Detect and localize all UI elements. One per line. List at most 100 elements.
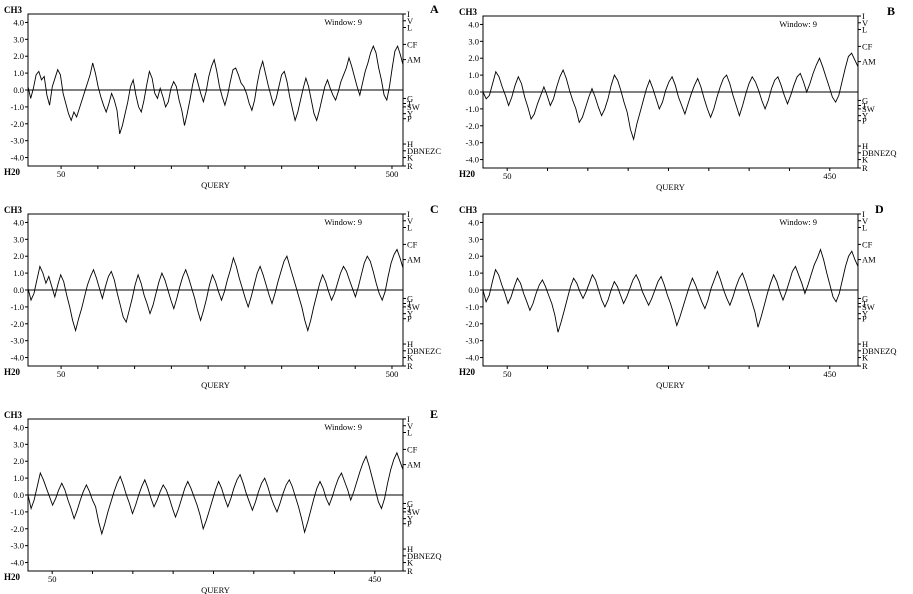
hydropathy-line: [482, 248, 859, 333]
x-tick-label: 50: [57, 169, 66, 179]
scale-label: R: [407, 566, 413, 576]
scale-label: Y: [862, 309, 868, 319]
scale-label: Y: [407, 109, 413, 119]
scale-label: AM: [407, 255, 421, 265]
scale-label: CF: [862, 41, 873, 51]
y-tick-label: -2.0: [466, 121, 479, 131]
panel-label-b: B: [887, 4, 896, 18]
scale-label: SW: [862, 302, 875, 312]
y-tick-label: 0.0: [468, 87, 479, 97]
scale-label: H: [407, 544, 413, 554]
y-bottom-label: H20: [459, 367, 476, 377]
scale-label: G: [862, 293, 868, 303]
scale-label: AM: [407, 460, 421, 470]
y-top-label: CH3: [4, 5, 23, 15]
scale-label: Y: [862, 111, 868, 121]
y-tick-label: -4.0: [466, 155, 479, 165]
scale-label: L: [407, 23, 412, 33]
y-tick-label: 3.0: [468, 234, 479, 244]
scale-label: V: [862, 216, 869, 226]
scale-label: CF: [407, 239, 418, 249]
scale-label: SW: [862, 104, 875, 114]
y-tick-label: 4.0: [13, 422, 24, 432]
hydropathy-line: [27, 248, 404, 333]
y-tick-label: 0.0: [13, 85, 24, 95]
panel-c: CH3 H20 4.0 3.0 2.0 1.0 0.0 -1.0 -2.0 -3.0 -4.0 I V L…: [0, 200, 441, 390]
scale-label: K: [862, 353, 869, 363]
scale-label: V: [862, 18, 869, 28]
scale-label: DBNEZQ: [862, 346, 896, 356]
scale-label: AM: [407, 55, 421, 65]
y-tick-label: 1.0: [13, 68, 24, 78]
y-top-label: CH3: [459, 7, 478, 17]
y-tick-label: 1.0: [13, 473, 24, 483]
panel-label-d: D: [875, 202, 884, 216]
panel-b: CH3 H20 4.0 3.0 2.0 1.0 0.0 -1.0 -2.0 -3.0 -4.0 I V L…: [455, 2, 896, 192]
scale-label: L: [862, 223, 867, 233]
y-tick-label: -2.0: [11, 524, 24, 534]
x-axis-label: QUERY: [656, 380, 685, 390]
window-label: Window: 9: [324, 422, 362, 432]
scale-label: I: [407, 209, 410, 219]
window-label: Window: 9: [779, 19, 817, 29]
scale-label: I: [862, 11, 865, 21]
scale-label: K: [407, 558, 414, 568]
scale-label: SW: [407, 302, 420, 312]
y-tick-label: -1.0: [11, 302, 24, 312]
y-tick-label: -3.0: [466, 138, 479, 148]
hydropathy-line: [482, 52, 859, 142]
y-tick-label: -1.0: [466, 104, 479, 114]
scale-label: G: [407, 498, 413, 508]
x-tick-label: 500: [386, 169, 399, 179]
y-tick-label: 4.0: [13, 217, 24, 227]
hydropathy-plot-b: CH3 H20 4.0 3.0 2.0 1.0 0.0 -1.0 -2.0 -3.0 -4.0 IVL…: [459, 7, 896, 192]
scale-label: P: [407, 314, 412, 324]
hydropathy-line: [27, 44, 404, 135]
x-axis-label: QUERY: [201, 180, 230, 190]
y-tick-label: 2.0: [468, 53, 479, 63]
y-tick-label: 1.0: [13, 268, 24, 278]
scale-label: H: [407, 339, 413, 349]
x-tick-label: 50: [48, 574, 57, 584]
x-axis-label: QUERY: [201, 380, 230, 390]
y-bottom-label: H20: [4, 572, 21, 582]
panel-label-c: C: [430, 202, 439, 216]
scale-label: I: [407, 9, 410, 19]
scale-label: G: [407, 93, 413, 103]
y-tick-label: -2.0: [11, 319, 24, 329]
window-label: Window: 9: [324, 217, 362, 227]
scale-label: DBNEZC: [407, 346, 441, 356]
scale-label: T: [407, 299, 413, 309]
y-tick-label: 0.0: [468, 285, 479, 295]
scale-label: H: [862, 141, 868, 151]
window-label: Window: 9: [324, 17, 362, 27]
scale-label: CF: [407, 39, 418, 49]
x-axis-label: QUERY: [201, 585, 230, 594]
scale-label: T: [862, 101, 868, 111]
scale-label: P: [862, 116, 867, 126]
y-tick-label: 1.0: [468, 70, 479, 80]
hydropathy-plot-a: CH3 H20 4.0 3.0 2.0 1.0 0.0 -1.0 -2.0 -3.0 -4.0 IVL…: [4, 5, 441, 190]
y-bottom-label: H20: [4, 167, 21, 177]
hydropathy-plot-d: CH3 H20 4.0 3.0 2.0 1.0 0.0 -1.0 -2.0 -3.0 -4.0 IVL…: [459, 205, 896, 390]
scale-label: Y: [407, 309, 413, 319]
x-tick-label: 450: [823, 171, 836, 181]
hydropathy-plot-e: CH3 H20 4.0 3.0 2.0 1.0 0.0 -1.0 -2.0 -3.0 -4.0 IVL…: [4, 410, 441, 594]
y-tick-label: 4.0: [13, 17, 24, 27]
scale-label: I: [862, 209, 865, 219]
y-tick-label: -4.0: [11, 153, 24, 163]
scale-label: CF: [862, 239, 873, 249]
scale-label: R: [407, 161, 413, 171]
scale-label: P: [407, 519, 412, 529]
y-tick-label: 3.0: [13, 439, 24, 449]
x-tick-label: 50: [503, 369, 512, 379]
y-tick-label: -4.0: [11, 558, 24, 568]
scale-label: K: [862, 155, 869, 165]
panel-label-e: E: [430, 407, 439, 421]
panel-e: CH3 H20 4.0 3.0 2.0 1.0 0.0 -1.0 -2.0 -3.0 -4.0 I V L…: [0, 405, 441, 594]
scale-label: R: [407, 361, 413, 371]
x-tick-label: 500: [386, 369, 399, 379]
y-tick-label: 2.0: [13, 251, 24, 261]
y-tick-label: 3.0: [13, 34, 24, 44]
scale-label: AM: [862, 255, 876, 265]
